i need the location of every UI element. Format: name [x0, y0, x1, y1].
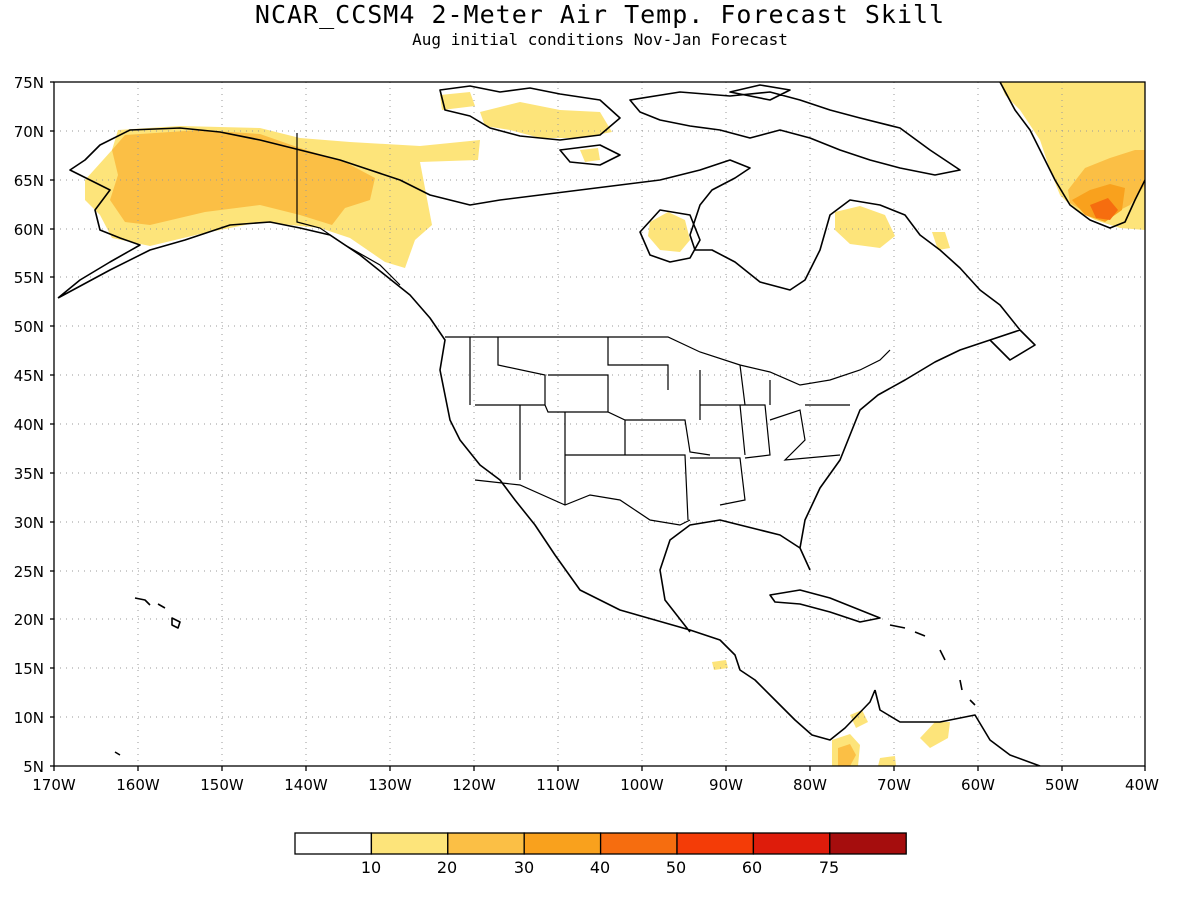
- colorbar-label: 75: [819, 858, 839, 877]
- lon-label: 130W: [368, 776, 412, 794]
- lon-label: 170W: [32, 776, 76, 794]
- caribbean-coastline: [889, 624, 976, 706]
- lat-label: 65N: [14, 172, 44, 190]
- greenland-shading-top: [1090, 198, 1118, 220]
- colorbar-box: [676, 832, 755, 855]
- lat-label: 15N: [14, 660, 44, 678]
- colorbar-box: [294, 832, 373, 855]
- lon-label: 100W: [620, 776, 664, 794]
- lon-label: 160W: [116, 776, 160, 794]
- colorbar-box: [829, 832, 907, 855]
- skill-shading: [85, 82, 1145, 766]
- colorbar-box: [752, 832, 831, 855]
- colorbar: 10 20 30 40 50 60 75: [294, 832, 907, 877]
- us-canada-border: [445, 336, 891, 386]
- lon-label: 80W: [793, 776, 827, 794]
- us-mexico-border: [474, 479, 691, 526]
- lon-label: 50W: [1045, 776, 1079, 794]
- lat-label: 40N: [14, 416, 44, 434]
- latitude-labels: 75N 70N 65N 60N 55N 50N 45N 40N 35N 30N …: [14, 74, 44, 776]
- colorbar-box: [599, 832, 678, 855]
- colorbar-labels: 10 20 30 40 50 60 75: [361, 858, 839, 877]
- plot-area: [54, 82, 1145, 766]
- colorbar-label: 20: [437, 858, 457, 877]
- lat-label: 10N: [14, 709, 44, 727]
- colorbar-boxes: [294, 832, 907, 855]
- political-borders: [296, 133, 891, 526]
- tick-marks: [50, 81, 1146, 771]
- quebec-shading: [835, 206, 950, 250]
- colorbar-label: 10: [361, 858, 381, 877]
- hudson-bay-coastline: [639, 209, 701, 263]
- lat-label: 5N: [23, 758, 44, 776]
- lon-label: 90W: [709, 776, 743, 794]
- colorbar-label: 30: [514, 858, 534, 877]
- colorbar-box: [447, 832, 525, 855]
- lon-label: 40W: [1125, 776, 1159, 794]
- us-state-lines: [469, 337, 850, 521]
- lat-label: 35N: [14, 465, 44, 483]
- longitude-labels: 170W 160W 150W 140W 130W 120W 110W 100W …: [32, 776, 1159, 794]
- lat-label: 55N: [14, 269, 44, 287]
- lat-label: 30N: [14, 514, 44, 532]
- colorbar-label: 50: [666, 858, 686, 877]
- north-america-coastline: [57, 127, 1041, 766]
- greenland-coastline: [999, 82, 1145, 229]
- lon-label: 70W: [877, 776, 911, 794]
- lat-label: 70N: [14, 123, 44, 141]
- lat-label: 20N: [14, 611, 44, 629]
- south-america-shading-mid: [838, 744, 856, 766]
- lat-label: 50N: [14, 318, 44, 336]
- colorbar-label: 40: [590, 858, 610, 877]
- central-america-shading: [712, 660, 728, 670]
- colorbar-label: 60: [742, 858, 762, 877]
- colorbar-box: [370, 832, 449, 855]
- lon-label: 140W: [284, 776, 328, 794]
- lat-label: 75N: [14, 74, 44, 92]
- lat-label: 60N: [14, 221, 44, 239]
- hudson-bay-shading: [648, 212, 690, 252]
- grid-lines: [54, 82, 1145, 766]
- lon-label: 150W: [200, 776, 244, 794]
- lat-label: 25N: [14, 563, 44, 581]
- lat-label: 45N: [14, 367, 44, 385]
- colorbar-box: [523, 832, 602, 855]
- south-america-shading-light: [832, 710, 950, 766]
- cuba-coastline: [769, 589, 881, 623]
- lon-label: 60W: [961, 776, 995, 794]
- map-title: NCAR_CCSM4 2-Meter Air Temp. Forecast Sk…: [254, 0, 946, 29]
- alaska-shading-mid: [110, 130, 375, 225]
- arctic-islands-shading: [440, 92, 612, 162]
- alaska-canada-border: [296, 133, 401, 286]
- arctic-islands-coastline: [439, 84, 961, 176]
- lon-label: 120W: [452, 776, 496, 794]
- hawaii-coastline: [114, 597, 181, 756]
- map-subtitle: Aug initial conditions Nov-Jan Forecast: [412, 30, 788, 49]
- coastlines: [57, 82, 1145, 766]
- lon-label: 110W: [536, 776, 580, 794]
